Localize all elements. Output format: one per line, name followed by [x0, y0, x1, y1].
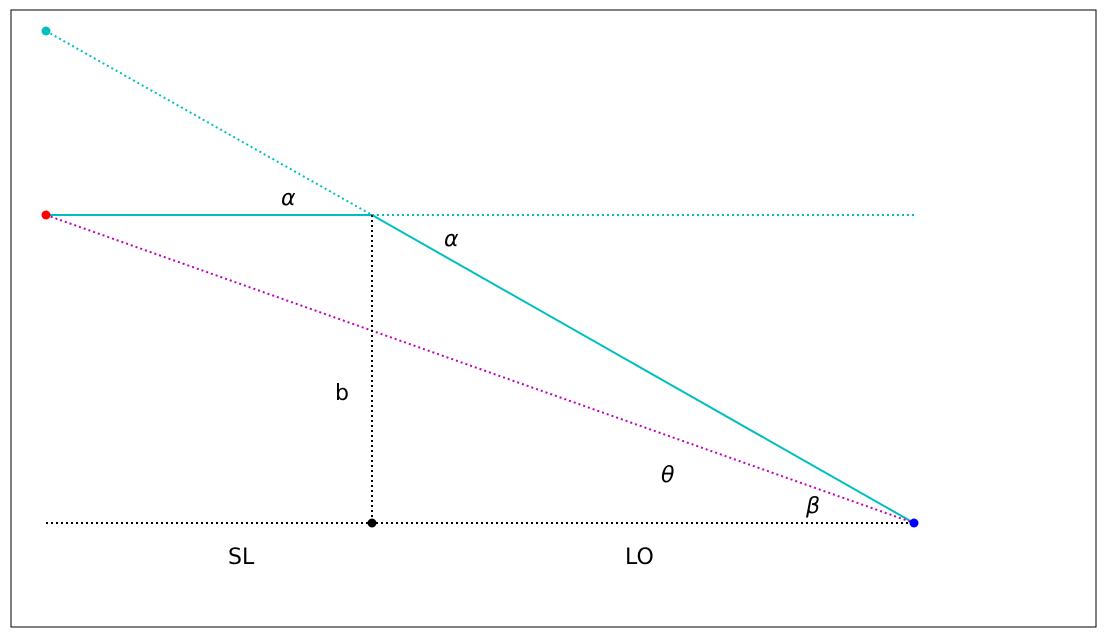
b-label: b	[335, 381, 349, 406]
beta-label: β	[805, 494, 820, 519]
lo-label: LO	[625, 545, 654, 570]
cyan-dotted-upper-ray	[45, 30, 373, 216]
cyan-point	[41, 26, 51, 36]
black-point	[367, 518, 377, 528]
alpha-top-label: α	[281, 186, 296, 211]
alpha-right-label: α	[444, 227, 459, 252]
magenta-dotted-diagonal	[45, 214, 915, 524]
red-point	[41, 210, 51, 220]
plot-frame	[10, 9, 1097, 628]
sl-label: SL	[228, 545, 255, 570]
theta-label: θ	[661, 463, 675, 488]
cyan-solid-diagonal	[371, 214, 915, 524]
blue-point	[909, 518, 919, 528]
